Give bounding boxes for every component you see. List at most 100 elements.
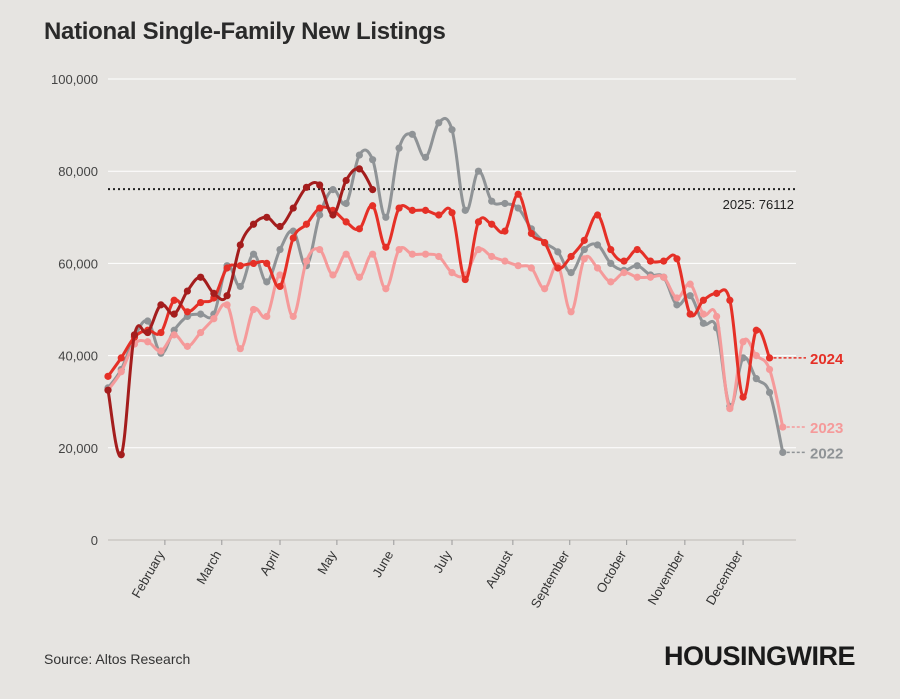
- data-point-2025: [276, 222, 284, 231]
- data-point-2023: [474, 245, 483, 254]
- data-point-2022: [686, 292, 694, 300]
- data-point-2024: [223, 264, 231, 272]
- data-point-2023: [607, 278, 615, 286]
- data-point-2024: [263, 259, 271, 267]
- data-point-2024: [117, 354, 125, 362]
- data-point-2023: [170, 331, 178, 339]
- data-point-2025: [170, 310, 178, 318]
- data-point-2023: [699, 310, 707, 318]
- data-point-2024: [448, 209, 456, 217]
- data-point-2023: [316, 245, 324, 254]
- data-point-2025: [289, 204, 297, 212]
- data-point-2022: [316, 211, 324, 219]
- data-point-2024: [408, 206, 416, 214]
- data-point-2023: [752, 352, 760, 360]
- reference-line-label: 2025: 76112: [723, 197, 794, 212]
- data-point-2023: [739, 338, 747, 346]
- data-point-2024: [382, 243, 390, 251]
- data-point-2025: [197, 273, 205, 281]
- data-point-2023: [302, 257, 311, 265]
- y-tick-label: 20,000: [58, 441, 98, 456]
- data-point-2025: [117, 451, 125, 459]
- data-point-2025: [249, 220, 258, 228]
- data-point-2025: [316, 181, 324, 189]
- data-point-2022: [144, 317, 152, 325]
- data-point-2023: [488, 252, 496, 261]
- data-point-2024: [316, 204, 324, 212]
- data-point-2022: [421, 153, 430, 161]
- data-point-2022: [197, 310, 205, 318]
- data-point-2023: [448, 269, 456, 277]
- data-point-2023: [421, 250, 430, 258]
- data-point-2023: [726, 405, 734, 413]
- data-point-2023: [329, 271, 337, 279]
- data-point-2024: [567, 252, 575, 261]
- data-point-2023: [395, 245, 403, 254]
- data-point-2023: [263, 312, 271, 321]
- data-point-2023: [157, 347, 165, 355]
- data-point-2023: [249, 305, 258, 314]
- x-tick-label: August: [482, 548, 515, 591]
- data-point-2022: [263, 278, 271, 286]
- data-point-2023: [382, 285, 390, 293]
- data-point-2025: [210, 289, 218, 297]
- data-point-2024: [236, 262, 244, 270]
- data-point-2025: [130, 331, 139, 339]
- data-point-2022: [488, 197, 496, 205]
- data-point-2025: [302, 183, 311, 191]
- data-point-2023: [620, 269, 628, 277]
- data-point-2025: [355, 165, 363, 173]
- data-point-2023: [501, 257, 509, 265]
- x-tick-label: December: [703, 547, 746, 607]
- data-point-2022: [607, 259, 615, 267]
- data-point-2025: [329, 211, 337, 219]
- data-point-2025: [342, 176, 350, 185]
- end-label-2022: 2022: [810, 445, 843, 462]
- x-tick-label: November: [644, 547, 687, 607]
- end-label-2024: 2024: [810, 351, 844, 368]
- source-note: Source: Altos Research: [44, 651, 191, 667]
- data-point-2022: [382, 213, 390, 221]
- data-point-2022: [395, 144, 403, 152]
- x-tick-label: May: [314, 548, 340, 577]
- data-point-2022: [765, 388, 774, 397]
- data-point-2025: [369, 186, 377, 194]
- data-point-2024: [673, 255, 681, 263]
- data-point-2024: [752, 326, 760, 334]
- data-point-2023: [514, 262, 522, 270]
- data-point-2023: [144, 338, 152, 346]
- data-point-2024: [527, 229, 535, 238]
- data-point-2022: [448, 126, 456, 134]
- data-point-2024: [646, 257, 655, 265]
- end-label-2023: 2023: [810, 420, 843, 437]
- x-axis: February March April May June July August Septe…: [128, 540, 746, 611]
- data-point-2023: [567, 308, 575, 316]
- data-point-2022: [408, 130, 416, 138]
- data-point-2022: [633, 262, 641, 270]
- data-point-2023: [236, 345, 244, 353]
- data-point-2023: [183, 342, 191, 350]
- data-point-2022: [580, 245, 588, 254]
- data-point-2023: [276, 271, 284, 279]
- data-point-2024: [369, 202, 377, 210]
- data-point-2024: [302, 220, 311, 228]
- data-point-2024: [342, 218, 350, 226]
- data-point-2023: [435, 252, 443, 261]
- data-point-2022: [276, 245, 284, 254]
- data-point-2023: [593, 264, 602, 272]
- data-point-2024: [276, 282, 284, 291]
- data-point-2023: [646, 273, 655, 281]
- data-point-2023: [289, 312, 297, 321]
- data-point-2024: [421, 206, 430, 214]
- data-point-2022: [752, 375, 760, 383]
- data-point-2024: [620, 257, 628, 265]
- data-point-2023: [355, 273, 363, 281]
- data-point-2022: [461, 206, 469, 214]
- y-tick-label: 40,000: [58, 349, 98, 364]
- data-point-2024: [488, 220, 496, 228]
- data-point-2023: [765, 365, 774, 374]
- data-point-2022: [435, 119, 443, 127]
- data-point-2025: [104, 386, 112, 394]
- data-point-2024: [395, 204, 403, 212]
